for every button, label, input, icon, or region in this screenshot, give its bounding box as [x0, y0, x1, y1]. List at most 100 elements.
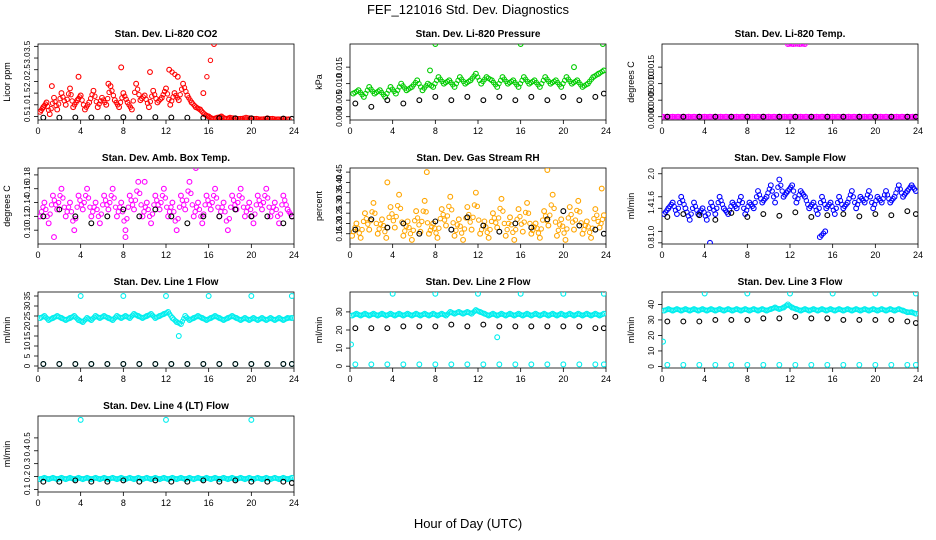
x-tick-label: 4	[78, 374, 83, 384]
data-point	[399, 219, 405, 225]
x-tick-label: 12	[161, 498, 171, 508]
data-point	[492, 82, 499, 88]
data-point	[785, 113, 791, 120]
data-point	[500, 208, 506, 214]
panel-10: Stan. Dev. Line 4 (LT) Flow ml/min 0 4 8 12 16…	[2, 401, 299, 508]
data-point	[198, 108, 205, 114]
data-point	[94, 206, 100, 213]
data-point	[744, 361, 751, 368]
data-point	[211, 44, 217, 47]
data-point	[423, 169, 430, 176]
data-point	[94, 104, 101, 111]
data-point	[548, 202, 554, 208]
data-point	[111, 195, 117, 201]
median-point	[528, 323, 535, 330]
x-tick-label: 20	[870, 250, 880, 260]
data-point	[96, 220, 103, 227]
data-point	[183, 314, 190, 321]
data-point	[423, 209, 429, 215]
median-point	[88, 114, 95, 120]
y-tick-label: 0.14	[23, 194, 32, 210]
data-point	[474, 203, 480, 210]
x-tick-label: 0	[659, 374, 664, 384]
data-point	[466, 78, 472, 85]
data-point	[551, 205, 557, 212]
median-point	[248, 115, 255, 120]
median-point	[248, 213, 255, 220]
data-point	[863, 113, 870, 120]
data-point	[792, 361, 799, 368]
data-point	[129, 202, 136, 208]
data-point	[410, 227, 416, 234]
data-point	[413, 208, 420, 215]
x-tick-label: 4	[390, 374, 395, 384]
data-point	[189, 315, 196, 322]
data-point	[582, 222, 589, 229]
data-point	[163, 85, 169, 92]
panel-1: Stan. Dev. Li-820 CO2 Licor ppm 0 4 8 12 16 20 2…	[2, 29, 299, 136]
data-point	[767, 113, 774, 120]
y-axis-label: ml/min	[2, 441, 12, 468]
data-point	[762, 196, 768, 202]
data-point	[812, 113, 818, 120]
median-point	[416, 97, 423, 104]
data-point	[701, 292, 708, 297]
data-point	[576, 209, 583, 215]
data-point	[689, 113, 695, 120]
median-point	[760, 315, 767, 322]
x-tick-label: 12	[473, 374, 483, 384]
x-tick-label: 16	[828, 374, 838, 384]
data-point	[92, 199, 99, 206]
median-point	[88, 220, 95, 227]
data-point	[895, 113, 902, 120]
data-point	[252, 115, 258, 120]
median-point	[696, 212, 703, 219]
median-point	[56, 114, 63, 120]
median-point	[184, 220, 191, 227]
data-point	[831, 113, 838, 120]
data-point	[366, 226, 373, 233]
data-point	[546, 78, 552, 85]
y-tick-label: 0.12	[23, 208, 32, 224]
data-point	[748, 113, 754, 120]
data-point	[224, 227, 231, 234]
x-tick-label: 0	[347, 126, 352, 136]
data-point	[560, 361, 567, 368]
y-tick-label: 0.35	[335, 184, 344, 200]
data-point	[282, 197, 288, 203]
data-point	[432, 292, 439, 297]
data-point	[749, 203, 756, 210]
data-point	[496, 361, 503, 368]
data-point	[571, 226, 577, 233]
data-point	[402, 228, 408, 234]
median-point	[448, 321, 455, 328]
median-point	[56, 478, 63, 485]
data-point	[196, 206, 203, 213]
x-tick-label: 12	[473, 126, 483, 136]
data-point	[87, 316, 93, 323]
data-point	[205, 293, 212, 299]
data-point	[815, 113, 822, 120]
data-point	[128, 313, 134, 320]
data-point	[60, 195, 66, 201]
median-point	[872, 211, 879, 218]
y-tick-label: 20	[335, 325, 344, 334]
data-point	[352, 361, 359, 368]
data-point	[470, 214, 476, 220]
median-point	[200, 114, 207, 120]
y-tick-label: 15	[23, 331, 32, 340]
data-point	[361, 210, 368, 217]
data-point	[90, 209, 96, 215]
median-point	[592, 325, 599, 332]
data-point	[780, 113, 786, 120]
data-point	[757, 113, 763, 120]
y-tick-label: 10	[647, 346, 656, 355]
median-point	[592, 93, 599, 100]
data-point	[821, 113, 827, 120]
data-point	[183, 88, 189, 95]
data-point	[447, 193, 454, 200]
data-point	[209, 199, 215, 206]
data-point	[248, 293, 255, 299]
data-point	[460, 78, 467, 85]
